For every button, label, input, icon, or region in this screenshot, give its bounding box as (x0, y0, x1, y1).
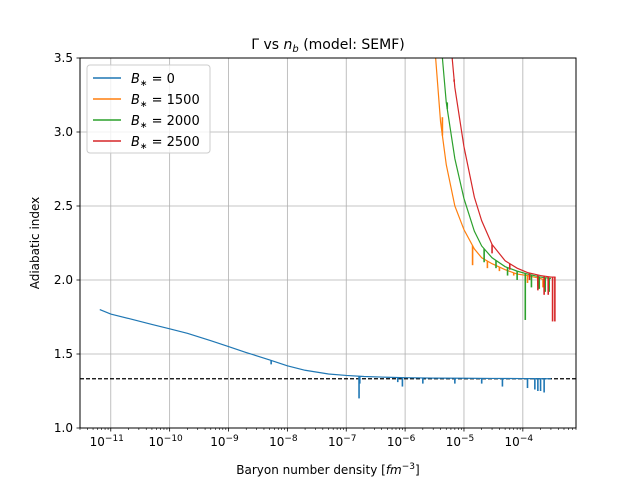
plot-frame (79, 57, 577, 429)
axis-ticks: 1.0 1.5 2.0 2.5 3.0 3.5 10−11 10−10 10−9 10−8 10−7… (54, 51, 577, 449)
x-tick-label: 10−10 (149, 434, 184, 449)
x-tick-label: 10−6 (387, 434, 416, 449)
x-tick-label: 10−8 (269, 434, 298, 449)
x-tick-label: 10−7 (328, 434, 357, 449)
y-tick-label: 2.0 (54, 273, 73, 287)
chart-title: Γ vs nb (model: SEMF) (251, 37, 405, 55)
legend-label-0: B∗ = 0 (131, 72, 175, 89)
legend-label-2: B∗ = 2000 (131, 114, 200, 131)
x-axis-label: Baryon number density [fm−3] (236, 462, 419, 477)
y-tick-label: 1.0 (54, 421, 73, 435)
x-tick-label: 10−5 (446, 434, 475, 449)
y-tick-label: 3.0 (54, 125, 73, 139)
legend-box (86, 64, 211, 154)
x-tick-label: 10−11 (90, 434, 124, 449)
y-tick-label: 1.5 (54, 347, 73, 361)
series-line-3 (451, 58, 556, 278)
legend: B∗ = 0 B∗ = 1500 B∗ = 2000 B∗ = 2500 (86, 64, 211, 154)
x-tick-label: 10−9 (210, 434, 239, 449)
legend-label-3: B∗ = 2500 (131, 135, 200, 152)
y-tick-label: 2.5 (54, 199, 73, 213)
x-tick-label: 10−4 (505, 434, 534, 449)
data-series-layer (80, 58, 576, 399)
legend-label-1: B∗ = 1500 (131, 93, 200, 110)
y-tick-label: 3.5 (54, 51, 73, 65)
series-line-0 (99, 309, 551, 380)
y-axis-label: Adiabatic index (28, 197, 42, 290)
